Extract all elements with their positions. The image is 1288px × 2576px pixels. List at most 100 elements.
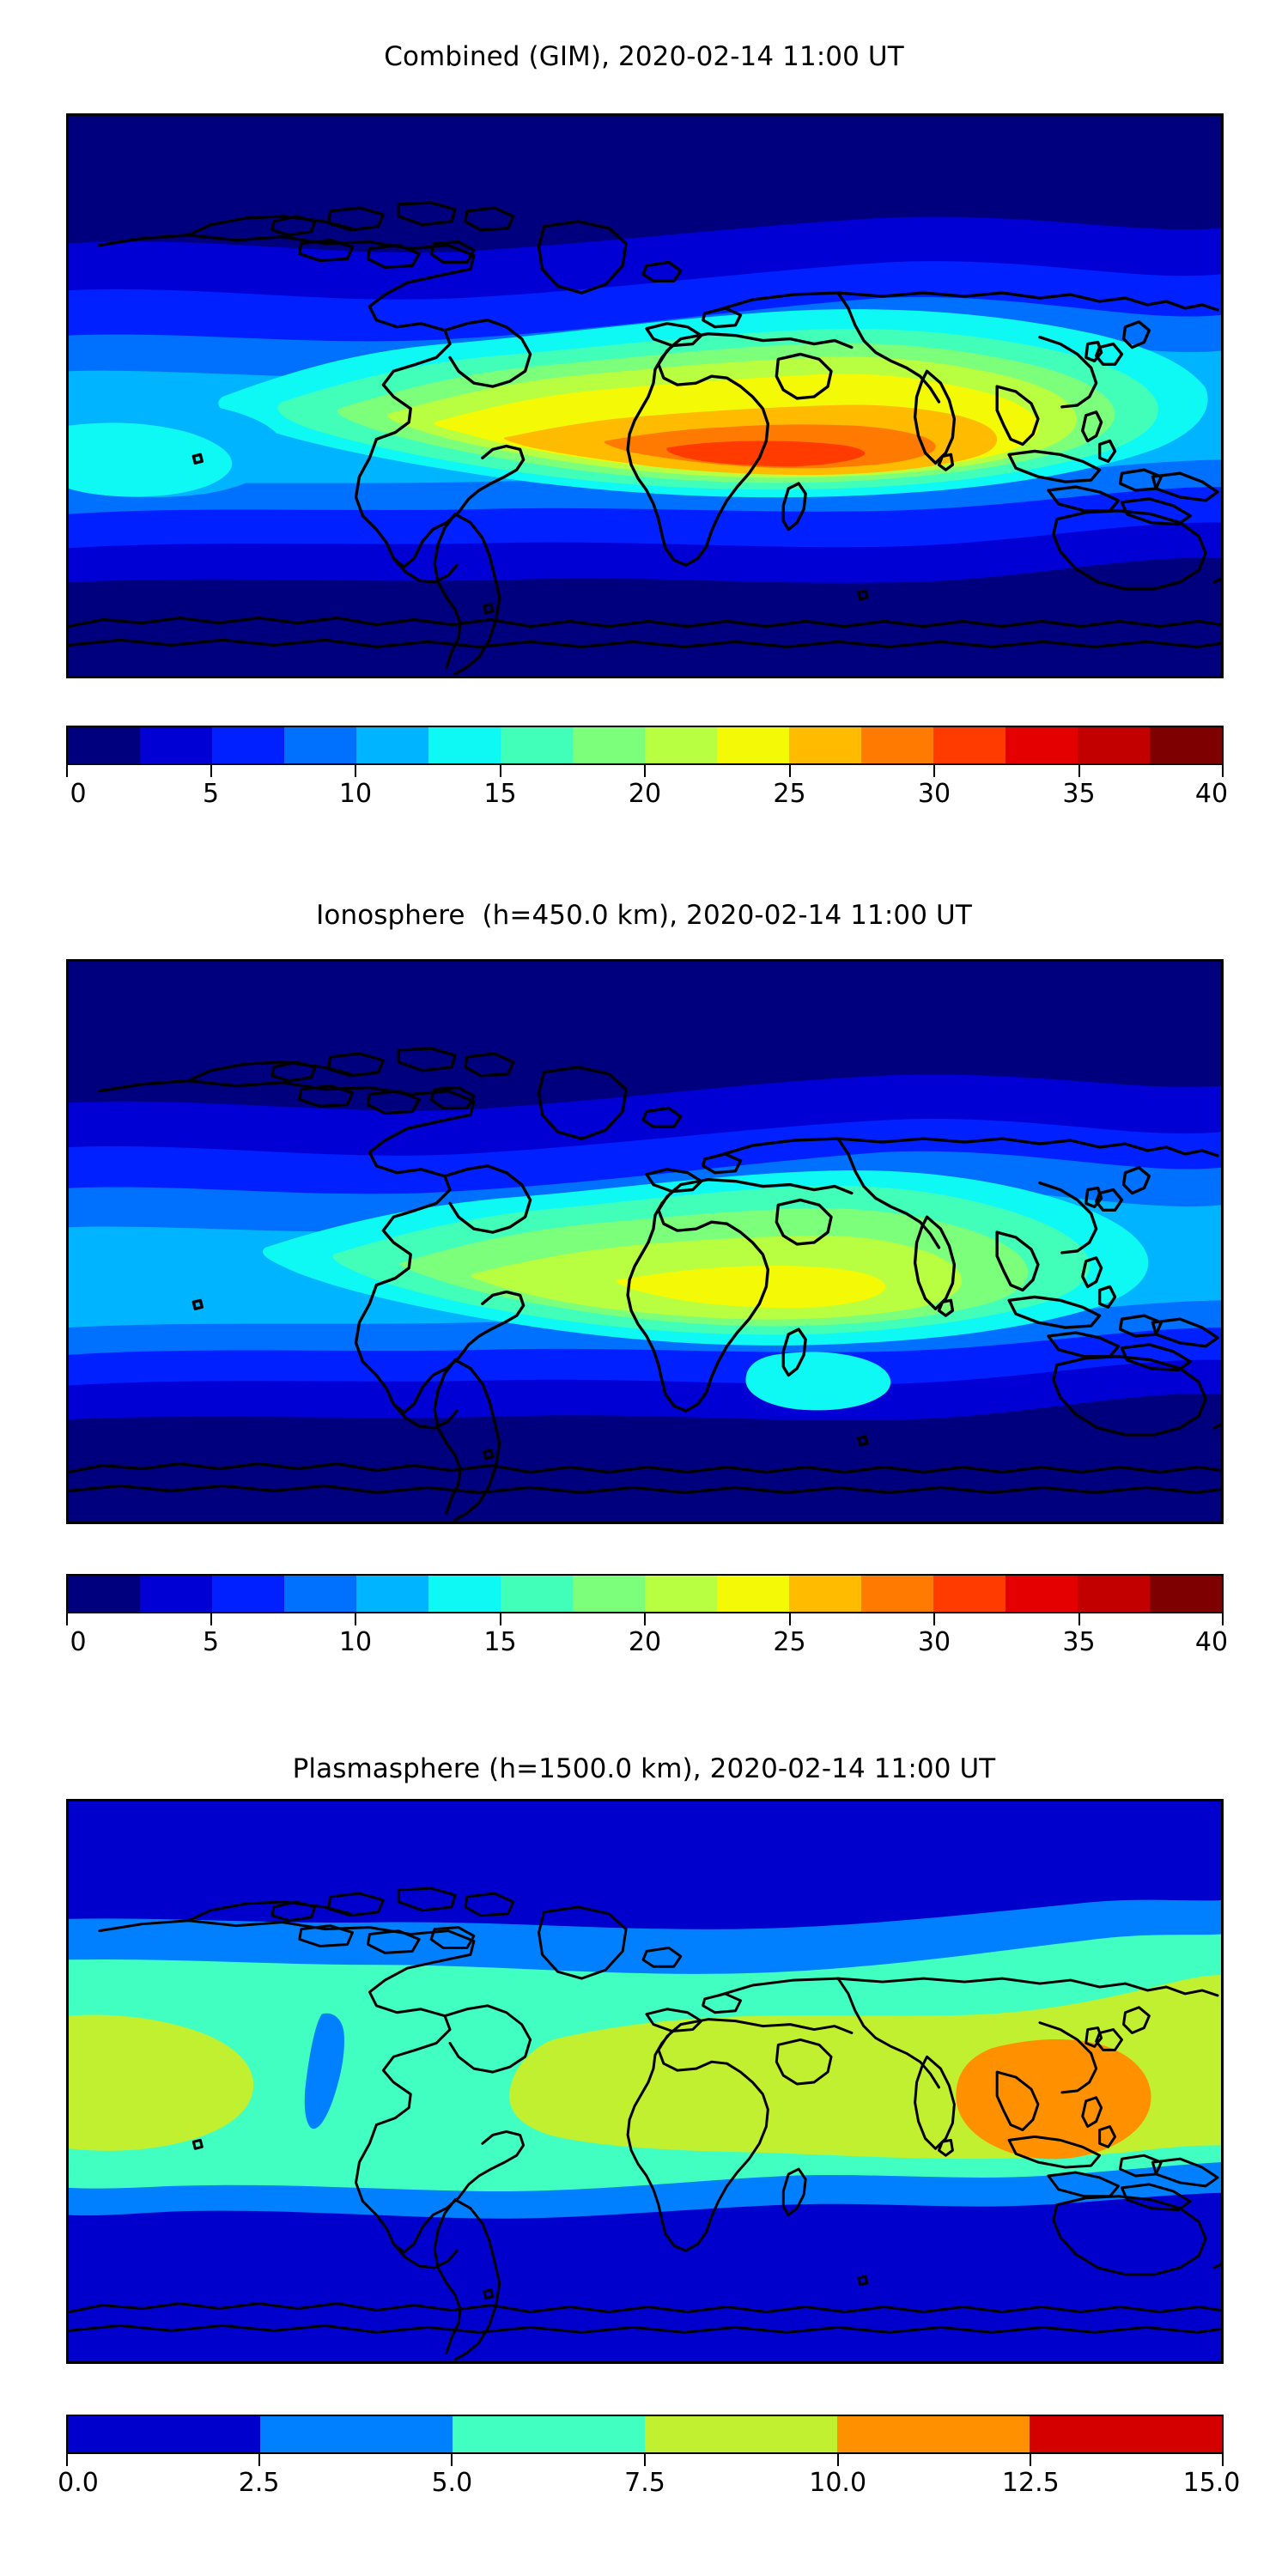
colorbar-band (933, 727, 1005, 763)
colorbar-tick (66, 2454, 68, 2466)
colorbar-band (789, 1576, 861, 1612)
colorbar-tick-label: 30 (917, 1627, 951, 1657)
colorbar-tick-label: 30 (917, 779, 951, 809)
colorbar-tick (451, 2454, 453, 2466)
colorbar-tick (933, 765, 935, 777)
colorbar-band (356, 1576, 428, 1612)
colorbar-band (284, 727, 356, 763)
colorbar-tick (788, 1613, 791, 1625)
colorbar-tick-label: 5.0 (431, 2468, 473, 2498)
colorbar-gradient-2 (66, 1574, 1224, 1613)
colorbar-band (573, 1576, 645, 1612)
colorbar-tick (1222, 765, 1224, 777)
colorbar-ticks-1 (66, 765, 1224, 777)
colorbar-tick (355, 765, 356, 777)
panel-plasmasphere: Plasmasphere (h=1500.0 km), 2020-02-14 1… (0, 1717, 1288, 2576)
colorbar-tick-label: 0 (70, 779, 87, 809)
colorbar-band (68, 727, 140, 763)
colorbar-band (861, 1576, 933, 1612)
colorbar-band (1005, 727, 1078, 763)
colorbar-band (428, 1576, 501, 1612)
colorbar-ticks-3 (66, 2454, 1224, 2466)
colorbar-tick (1222, 1613, 1224, 1625)
tec-contour-map-1 (69, 116, 1221, 676)
colorbar-band (717, 1576, 789, 1612)
tec-contour-map-3 (69, 1801, 1221, 2361)
panel-title-combined-gim: Combined (GIM), 2020-02-14 11:00 UT (384, 41, 904, 72)
colorbar-tick (355, 1613, 356, 1625)
colorbar-labels-2: 0 5 10 15 20 25 30 35 40 (66, 1627, 1228, 1662)
colorbar-band (260, 2416, 453, 2452)
colorbar-band (140, 727, 212, 763)
colorbar-tick (1078, 765, 1080, 777)
colorbar-tick (788, 765, 791, 777)
colorbar-tick-label: 35 (1062, 1627, 1096, 1657)
colorbar-tick-label: 20 (628, 779, 662, 809)
colorbar-band (933, 1576, 1005, 1612)
colorbar-band (68, 1576, 140, 1612)
colorbar-band (1150, 727, 1222, 763)
colorbar-band (645, 1576, 717, 1612)
colorbar-band (789, 727, 861, 763)
panel-combined-gim: Combined (GIM), 2020-02-14 11:00 UT (0, 0, 1288, 859)
colorbar-tick (66, 1613, 68, 1625)
colorbar-band (501, 727, 573, 763)
colorbar-band (140, 1576, 212, 1612)
colorbar-tick (644, 1613, 646, 1625)
colorbar-band (645, 727, 717, 763)
colorbar-ticks-2 (66, 1613, 1224, 1625)
colorbar-tick (258, 2454, 260, 2466)
colorbar-band (212, 727, 284, 763)
colorbar-band (645, 2416, 837, 2452)
colorbar-band (1078, 727, 1150, 763)
colorbar-band (1030, 2416, 1222, 2452)
map-plot-plasmasphere (66, 1799, 1224, 2364)
colorbar-tick-label: 5 (202, 1627, 220, 1657)
colorbar-tick (933, 1613, 935, 1625)
colorbar-tick-label: 10 (338, 1627, 373, 1657)
colorbar-tick-label: 12.5 (1001, 2468, 1060, 2498)
colorbar-tick (499, 1613, 501, 1625)
colorbar-band (1150, 1576, 1222, 1612)
colorbar-gradient-1 (66, 726, 1224, 765)
colorbar-tick (644, 765, 646, 777)
map-plot-ionosphere (66, 959, 1224, 1524)
colorbar-tick (1078, 1613, 1080, 1625)
colorbar-tick-label: 7.5 (624, 2468, 665, 2498)
panel-title-ionosphere: Ionosphere (h=450.0 km), 2020-02-14 11:0… (316, 900, 972, 931)
colorbar-band (837, 2416, 1030, 2452)
tec-contour-map-2 (69, 962, 1221, 1522)
colorbar-tick (1030, 2454, 1032, 2466)
colorbar-tick (66, 765, 68, 777)
colorbar-band (212, 1576, 284, 1612)
colorbar-tick (499, 765, 501, 777)
colorbar-band (1078, 1576, 1150, 1612)
colorbar-tick-label: 2.5 (238, 2468, 280, 2498)
colorbar-tick-label: 15 (483, 1627, 517, 1657)
colorbar-band (428, 727, 501, 763)
colorbar-band (356, 727, 428, 763)
colorbar-band (573, 727, 645, 763)
colorbar-combined-gim: 0 5 10 15 20 25 30 35 40 (66, 726, 1228, 829)
colorbar-tick (210, 1613, 212, 1625)
colorbar-tick-label: 0 (70, 1627, 87, 1657)
colorbar-plasmasphere: 0.0 2.5 5.0 7.5 10.0 12.5 15.0 (58, 2415, 1240, 2518)
colorbar-labels-3: 0.0 2.5 5.0 7.5 10.0 12.5 15.0 (58, 2468, 1240, 2502)
colorbar-tick (836, 2454, 839, 2466)
colorbar-band (284, 1576, 356, 1612)
colorbar-tick-label: 35 (1062, 779, 1096, 809)
colorbar-tick-label: 15 (483, 779, 517, 809)
panel-ionosphere: Ionosphere (h=450.0 km), 2020-02-14 11:0… (0, 859, 1288, 1717)
colorbar-tick (1222, 2454, 1224, 2466)
colorbar-tick-label: 25 (773, 1627, 806, 1657)
colorbar-band (453, 2416, 645, 2452)
map-plot-combined-gim (66, 113, 1224, 678)
colorbar-tick-label: 20 (628, 1627, 662, 1657)
colorbar-band (717, 727, 789, 763)
colorbar-labels-1: 0 5 10 15 20 25 30 35 40 (66, 779, 1228, 813)
colorbar-tick-label: 25 (773, 779, 806, 809)
colorbar-tick (644, 2454, 646, 2466)
colorbar-band (68, 2416, 260, 2452)
colorbar-band (1005, 1576, 1078, 1612)
